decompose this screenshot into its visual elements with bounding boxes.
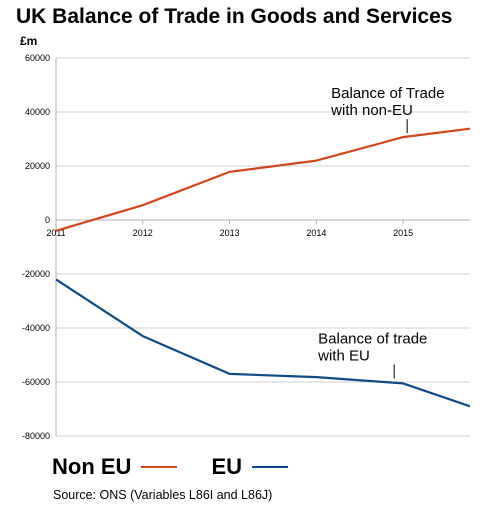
legend-item-non-eu: Non EU xyxy=(52,454,178,480)
legend-label-non-eu: Non EU xyxy=(52,454,132,479)
grid-lines xyxy=(56,57,470,437)
y-axis-unit-label: £m xyxy=(20,34,38,48)
x-tick-label: 2014 xyxy=(306,228,326,238)
y-tick-label: -40000 xyxy=(22,323,50,333)
x-tick-label: 2012 xyxy=(133,228,153,238)
x-tick-label: 2015 xyxy=(393,228,413,238)
y-tick-labels: 60000 40000 20000 0 -20000 -40000 -60000 -80000 xyxy=(22,53,50,441)
chart-title: UK Balance of Trade in Goods and Service… xyxy=(16,5,453,28)
legend: Non EU EU xyxy=(52,452,322,482)
series-line-eu xyxy=(55,278,471,408)
annotation-text: with EU xyxy=(317,348,370,365)
x-tick-label: 2013 xyxy=(220,228,240,238)
y-tick-label: 60000 xyxy=(25,53,50,63)
annotation-text: with non-EU xyxy=(330,102,413,119)
y-tick-label: -80000 xyxy=(22,431,50,441)
legend-item-eu: EU xyxy=(211,454,289,480)
x-tick-labels: 2011 2012 2013 2014 2015 xyxy=(46,228,413,238)
y-tick-label: -20000 xyxy=(22,269,50,279)
annotation-text: Balance of trade xyxy=(318,331,427,348)
y-tick-label: 20000 xyxy=(25,161,50,171)
axes xyxy=(55,58,470,436)
line-chart: 60000 40000 20000 0 -20000 -40000 -60000 -80000… xyxy=(22,53,471,441)
legend-label-eu: EU xyxy=(211,454,243,479)
y-tick-label: 40000 xyxy=(25,107,50,117)
x-tick-label: 2011 xyxy=(46,228,65,238)
series-lines xyxy=(55,127,471,408)
y-tick-label: 0 xyxy=(45,215,50,225)
legend-swatch-eu xyxy=(252,466,289,468)
series-line-non-eu xyxy=(55,127,471,232)
annotation-text: Balance of Trade xyxy=(331,85,444,102)
source-note: Source: ONS (Variables L86I and L86J) xyxy=(53,488,273,502)
legend-swatch-non-eu xyxy=(141,466,178,468)
y-tick-label: -60000 xyxy=(22,377,50,387)
